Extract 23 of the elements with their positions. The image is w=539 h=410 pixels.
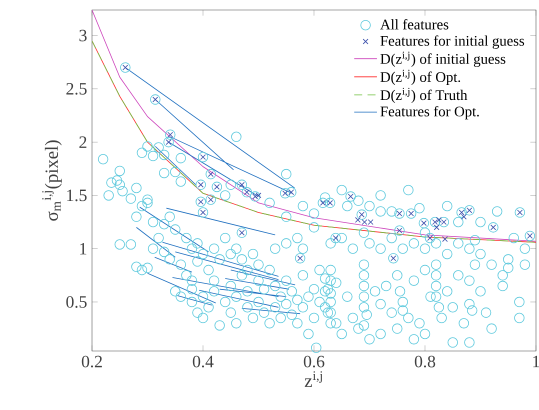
point	[460, 214, 467, 220]
point	[434, 224, 440, 230]
x-tick-label: 0.2	[82, 356, 102, 368]
y-tick-label: 1	[80, 242, 86, 254]
legend-label: Features for initial guess	[380, 35, 524, 49]
legend-label: D(z$^{i,j}$) of Opt.	[380, 70, 460, 85]
y-tick-label: 0.5	[66, 296, 87, 308]
x-tick-label: 0.6	[304, 356, 324, 368]
y-tick-label: 1.5	[67, 190, 87, 202]
x-tick-label: 0.4	[192, 356, 214, 368]
point	[442, 236, 448, 242]
x-tick-label: 1	[533, 356, 539, 368]
y-axis-title: σ$_{m}$$^{i,j}$(pixel)	[42, 140, 62, 221]
x-axis-title: z$^{i,j}$	[304, 371, 322, 387]
legend-label: Features for Opt.	[380, 106, 479, 120]
x-tick-label: 0.8	[414, 356, 436, 368]
y-tick-label: 3	[79, 30, 87, 42]
y-tick-label: 2.5	[66, 82, 87, 95]
legend-label: D(z$^{i,j}$) of initial guess	[380, 52, 506, 67]
legend-label: All features	[380, 19, 448, 30]
point	[256, 192, 262, 198]
y-tick-label: 2	[79, 136, 86, 148]
legend-label: D(z$^{i,j}$) of Truth	[380, 88, 468, 104]
